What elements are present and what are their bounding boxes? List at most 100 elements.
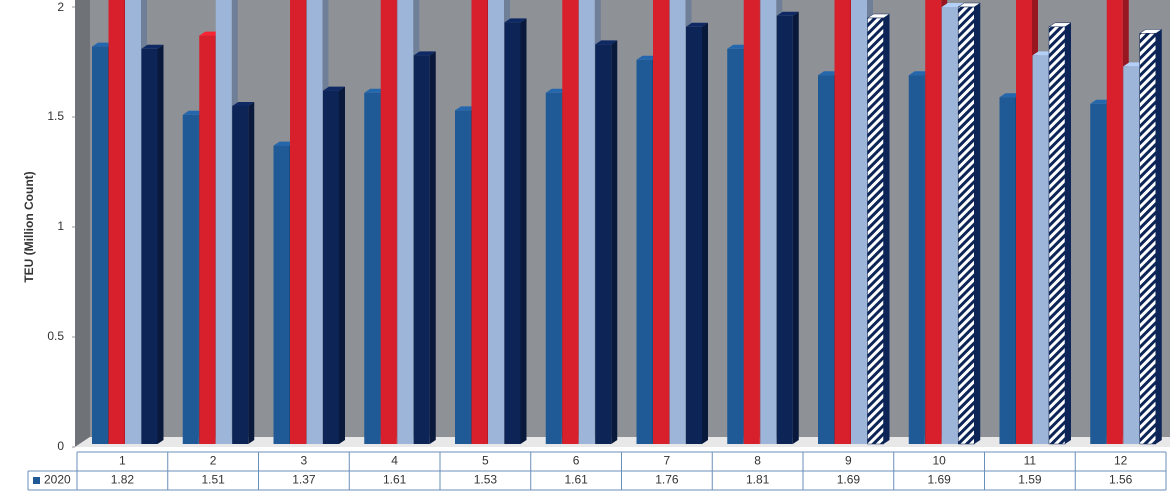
y-tick-label: 1.5 <box>47 109 64 123</box>
bar <box>199 35 216 444</box>
bar <box>504 22 521 445</box>
bar <box>413 55 430 445</box>
bar-top <box>141 44 164 49</box>
bar <box>669 0 686 444</box>
x-tick-label: 10 <box>932 454 946 468</box>
bar-side <box>974 3 981 444</box>
bar <box>471 0 488 444</box>
bar <box>488 0 504 444</box>
bar-side <box>1155 29 1162 445</box>
bar <box>636 59 653 445</box>
bar-side <box>157 44 164 445</box>
y-axis-title: TEU (Million Count) <box>22 171 36 282</box>
bar-top <box>595 40 618 45</box>
x-tick-label: 6 <box>573 454 580 468</box>
bar-side <box>702 22 708 445</box>
table-value: 1.69 <box>927 473 951 487</box>
bar <box>562 0 579 444</box>
bar-side <box>883 14 890 444</box>
bar <box>545 92 562 445</box>
bar-top <box>413 51 436 56</box>
bar <box>925 0 942 444</box>
bar <box>1048 26 1066 445</box>
x-tick-label: 5 <box>482 454 489 468</box>
y-tick-label: 2 <box>57 0 64 14</box>
bar-top <box>776 11 799 16</box>
back-wall <box>90 0 1170 437</box>
table-value: 1.76 <box>655 473 679 487</box>
table-value: 1.51 <box>201 473 225 487</box>
bar <box>1123 66 1140 445</box>
bar <box>1090 103 1107 445</box>
x-tick-label: 9 <box>845 454 852 468</box>
y-tick-label: 0.5 <box>47 329 64 343</box>
x-tick-label: 4 <box>391 454 398 468</box>
bar <box>851 0 867 444</box>
bar <box>743 0 760 444</box>
table-value: 1.56 <box>1109 473 1133 487</box>
bar <box>958 6 975 445</box>
bar-top <box>232 102 255 106</box>
bar <box>595 44 612 445</box>
bar <box>686 26 702 445</box>
bar <box>273 145 290 444</box>
legend-key <box>33 477 40 484</box>
bar-side <box>429 51 436 445</box>
bar <box>653 0 669 444</box>
x-tick-label: 12 <box>1114 454 1128 468</box>
x-tick-label: 3 <box>301 454 308 468</box>
x-tick-label: 11 <box>1024 454 1037 468</box>
floor <box>75 437 1170 447</box>
x-tick-label: 1 <box>119 454 126 468</box>
bar <box>1139 33 1156 445</box>
bar <box>999 97 1016 444</box>
bar <box>182 114 199 445</box>
bar <box>908 75 925 444</box>
table-value: 1.61 <box>383 473 407 487</box>
table-value: 1.37 <box>292 473 316 487</box>
x-tick-label: 2 <box>210 454 217 468</box>
bar <box>290 0 306 444</box>
bar <box>108 0 125 444</box>
bar <box>455 110 471 445</box>
bar-top <box>686 22 708 27</box>
bar <box>760 0 777 444</box>
bar <box>1106 0 1123 444</box>
bar-top <box>504 18 527 23</box>
bar <box>306 0 323 444</box>
bar <box>125 0 141 444</box>
bar <box>215 0 232 444</box>
bar <box>364 92 381 445</box>
legend-label: 2020 <box>44 473 71 487</box>
bar <box>1016 0 1032 444</box>
bar <box>232 106 249 444</box>
bar-side <box>339 86 345 444</box>
table-value: 1.59 <box>1018 473 1042 487</box>
x-tick-label: 7 <box>664 454 671 468</box>
bar <box>818 75 834 444</box>
bar-top <box>323 86 345 91</box>
bar-side <box>1065 22 1071 445</box>
bar-top <box>941 3 964 7</box>
side-wall <box>75 0 90 447</box>
bars <box>92 0 1163 445</box>
table-value: 1.81 <box>746 473 770 487</box>
table-value: 1.82 <box>111 473 135 487</box>
bar <box>380 0 397 444</box>
table-value: 1.69 <box>837 473 861 487</box>
bar <box>323 90 339 444</box>
bar-side <box>248 102 255 444</box>
bar <box>941 7 958 444</box>
table-value: 1.61 <box>564 473 588 487</box>
bar <box>92 46 108 444</box>
y-tick-label: 1 <box>57 219 64 233</box>
bar <box>776 15 793 445</box>
bar <box>397 0 414 444</box>
bar <box>1032 55 1049 445</box>
bar <box>867 17 884 445</box>
y-tick-label: 0 <box>57 439 64 453</box>
bar <box>578 0 595 444</box>
